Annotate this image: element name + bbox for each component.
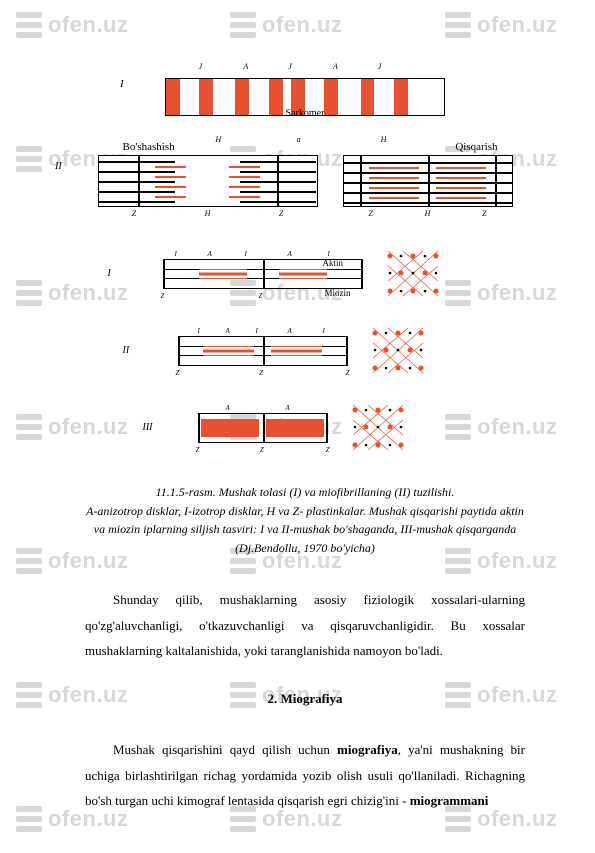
contracted-box bbox=[343, 155, 513, 207]
lattice-cross-section-2 bbox=[363, 323, 433, 378]
paragraph-2: Mushak qisqarishini qayd qilish uchun mi… bbox=[85, 737, 525, 813]
diagram-sarcomere-bands: I J A J A J Sarkomer H bbox=[165, 68, 445, 133]
sarcomere-state-2: I A I A I Z Z bbox=[178, 336, 348, 366]
contracted-title: Qisqarish bbox=[343, 141, 498, 153]
relaxed-title: Bo'shashish bbox=[123, 141, 318, 153]
caption-line-1: 11.1.5-rasm. Mushak tolasi (I) va miofib… bbox=[85, 483, 525, 502]
sarcomere-state-3: A A Z Z Z bbox=[198, 413, 328, 443]
figure-caption: 11.1.5-rasm. Mushak tolasi (I) va miofib… bbox=[85, 483, 525, 557]
diagram-sliding-filaments: I Aktin Miozin I A I A I bbox=[85, 246, 525, 455]
miozin-label: Miozin bbox=[325, 288, 351, 298]
caption-line-2: A-anizotrop disklar, I-izotrop disklar, … bbox=[85, 502, 525, 521]
page-content: I J A J A J Sarkomer H bbox=[0, 0, 595, 853]
diagram3-row3-label: III bbox=[143, 422, 153, 433]
section-heading: 2. Miografiya bbox=[85, 691, 525, 707]
aktin-label: Aktin bbox=[323, 258, 344, 268]
paragraph-1: Shunday qilib, mushaklarning asosiy fizi… bbox=[85, 587, 525, 663]
diagram2-label: II bbox=[55, 161, 62, 172]
relaxed-box bbox=[98, 155, 318, 207]
sarcomere-state-1: Aktin Miozin I A I A I bbox=[163, 259, 363, 289]
caption-line-3: va miozin iplarning siljish tasviri: I v… bbox=[85, 520, 525, 539]
diagram-relaxed-contracted: II Bo'shashish bbox=[85, 141, 525, 218]
caption-line-4: (Dj.Bendollu, 1970 bo'yicha) bbox=[85, 539, 525, 558]
sarkomer-label: Sarkomer bbox=[286, 108, 325, 119]
lattice-cross-section-3 bbox=[343, 400, 413, 455]
diagram1-label: I bbox=[120, 78, 124, 90]
lattice-cross-section-1 bbox=[378, 246, 448, 301]
